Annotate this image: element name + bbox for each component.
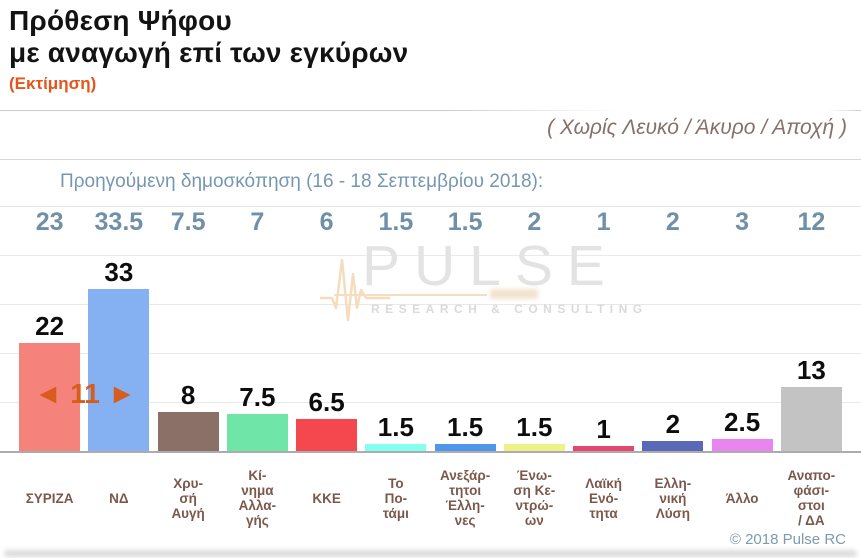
bar-column: 33 — [84, 230, 153, 451]
bar-column: 6.5 — [292, 230, 361, 451]
title-line-1: Πρόθεση Ψήφου — [9, 5, 232, 36]
watermark-brand: PULSE — [362, 234, 619, 298]
previous-value: 1.5 — [378, 208, 414, 236]
bar-value-label: 22 — [35, 311, 65, 342]
x-axis-baseline — [0, 451, 861, 453]
previous-value: 7.5 — [170, 208, 206, 236]
exclusion-note: ( Χωρίς Λευκό / Άκυρο / Αποχή ) — [547, 116, 847, 139]
bar-column: 22 — [15, 230, 84, 451]
gridline-30 — [0, 304, 861, 305]
bar — [434, 443, 496, 451]
bar-column: 2 — [638, 230, 707, 451]
party-label: Το Πο- τάμι — [382, 475, 409, 521]
bar — [157, 411, 219, 451]
arrow-left-icon: ◄ — [34, 378, 62, 409]
previous-value: 2 — [527, 208, 542, 236]
copyright-notice: © 2018 Pulse RC — [729, 531, 846, 548]
previous-value: 1 — [596, 208, 611, 236]
bar-column: 1.5 — [500, 230, 569, 451]
party-label: Λαϊκή Ενό- τητα — [585, 475, 623, 521]
lead-difference-annotation: ◄ 11 ► — [34, 378, 136, 409]
previous-value: 1.5 — [447, 208, 483, 236]
bar-column: 13 — [777, 230, 846, 451]
bar-column: 8 — [154, 230, 223, 451]
divider-middle — [0, 159, 861, 160]
bar — [642, 441, 704, 451]
previous-value: 6 — [319, 208, 334, 236]
bar-value-label: 2 — [665, 409, 681, 440]
arrow-right-icon: ► — [108, 378, 136, 409]
previous-value: 33.5 — [94, 208, 144, 236]
bar-column: 7.5 — [223, 230, 292, 451]
party-label: Ελλη- νική Λύση — [654, 475, 692, 521]
gridline-10 — [0, 402, 861, 403]
gridline-20 — [0, 353, 861, 354]
bar-value-label: 1.5 — [516, 411, 553, 442]
bar-column: 1 — [569, 230, 638, 451]
page-title: Πρόθεση Ψήφου με αναγωγή επί των εγκύρων… — [9, 5, 408, 94]
bar-value-label: 1.5 — [447, 411, 484, 442]
party-labels-row: ΣΥΡΙΖΑ ΝΔ Χρυ- σή Αυγή Κί- νημα Αλλα- γής ΚΚ… — [15, 466, 846, 530]
bar-value-label: 8 — [180, 379, 196, 410]
bar — [19, 343, 81, 451]
bar — [226, 414, 288, 451]
previous-value: 2 — [665, 208, 680, 236]
divider-top — [0, 110, 861, 111]
previous-value: 7 — [250, 208, 265, 236]
bar — [88, 289, 150, 451]
bar-value-label: 2.5 — [724, 406, 761, 437]
bar-column: 1.5 — [361, 230, 430, 451]
divider-prev-row — [0, 206, 861, 207]
bar — [296, 419, 358, 451]
bar-value-label: 33 — [104, 257, 134, 288]
bar — [365, 443, 427, 451]
bar-value-label: 7.5 — [239, 382, 276, 413]
bar — [711, 438, 773, 451]
watermark-underline — [334, 294, 487, 296]
watermark-subtitle: RESEARCH & CONSULTING — [371, 302, 648, 316]
bar-value-label: 13 — [796, 355, 826, 386]
estimate-label: (Εκτίμηση) — [9, 74, 97, 93]
lead-difference-value: 11 — [70, 378, 100, 409]
party-label: Χρυ- σή Αυγή — [171, 475, 205, 521]
bar-chart: 22 33 8 7.5 6.5 1.5 1.5 1.5 1 2 2.5 13 — [15, 230, 846, 451]
party-label: Αναπο- φάσι- στοι / ΔΑ — [787, 468, 836, 528]
bar-column: 2.5 — [708, 230, 777, 451]
previous-value: 3 — [735, 208, 750, 236]
party-label: Άλλο — [725, 490, 759, 506]
previous-value: 12 — [797, 208, 826, 236]
bar-value-label: 1.5 — [377, 411, 414, 442]
party-label: ΝΔ — [109, 490, 129, 506]
bar-value-label: 6.5 — [308, 387, 345, 418]
title-line-2: με αναγωγή επί των εγκύρων — [9, 37, 409, 68]
party-label: ΣΥΡΙΖΑ — [25, 490, 74, 506]
party-label: ΚΚΕ — [312, 490, 341, 506]
party-label: Ανεξάρ- τητοι Έλλη- νες — [440, 468, 491, 528]
bar — [573, 446, 635, 451]
bar-value-label: 1 — [596, 414, 611, 445]
gridline-40 — [0, 255, 861, 256]
party-label: Ένω- ση Κε- ντρώ- ων — [513, 468, 556, 528]
previous-poll-values-row: 23 33.5 7.5 7 6 1.5 1.5 2 1 2 3 12 — [15, 208, 846, 236]
bar — [503, 443, 565, 451]
previous-value: 23 — [35, 208, 64, 236]
previous-poll-heading: Προηγούμενη δημοσκόπηση (16 - 18 Σεπτεμβ… — [60, 171, 544, 192]
watermark-tagline-blur — [490, 289, 538, 299]
bar-column: 1.5 — [431, 230, 500, 451]
bar — [780, 387, 842, 451]
bottom-edge-shadow — [4, 550, 857, 557]
party-label: Κί- νημα Αλλα- γής — [238, 468, 277, 528]
